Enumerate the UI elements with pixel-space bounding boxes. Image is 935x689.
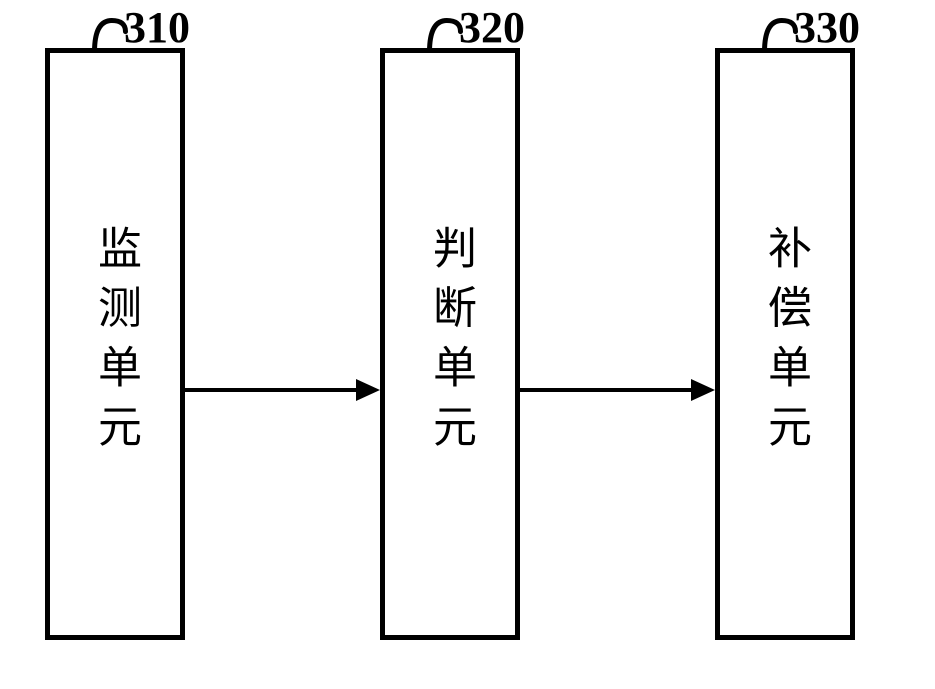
- block-label: 监测单元: [93, 225, 137, 463]
- block-label: 补偿单元: [763, 225, 807, 463]
- arrow-head-icon: [356, 379, 380, 401]
- arrow-line: [520, 388, 691, 392]
- callout-number: 310: [124, 2, 190, 53]
- block-label: 判断单元: [428, 225, 472, 463]
- callout-hook: [427, 18, 463, 52]
- block-b2: 判断单元: [380, 48, 520, 640]
- arrow-line: [185, 388, 356, 392]
- block-b1: 监测单元: [45, 48, 185, 640]
- arrow-head-icon: [691, 379, 715, 401]
- callout-hook: [92, 18, 128, 52]
- diagram-canvas: 监测单元 310 判断单元 320 补偿单元 330: [0, 0, 935, 689]
- block-b3: 补偿单元: [715, 48, 855, 640]
- callout-number: 330: [794, 2, 860, 53]
- callout-number: 320: [459, 2, 525, 53]
- callout-hook: [762, 18, 798, 52]
